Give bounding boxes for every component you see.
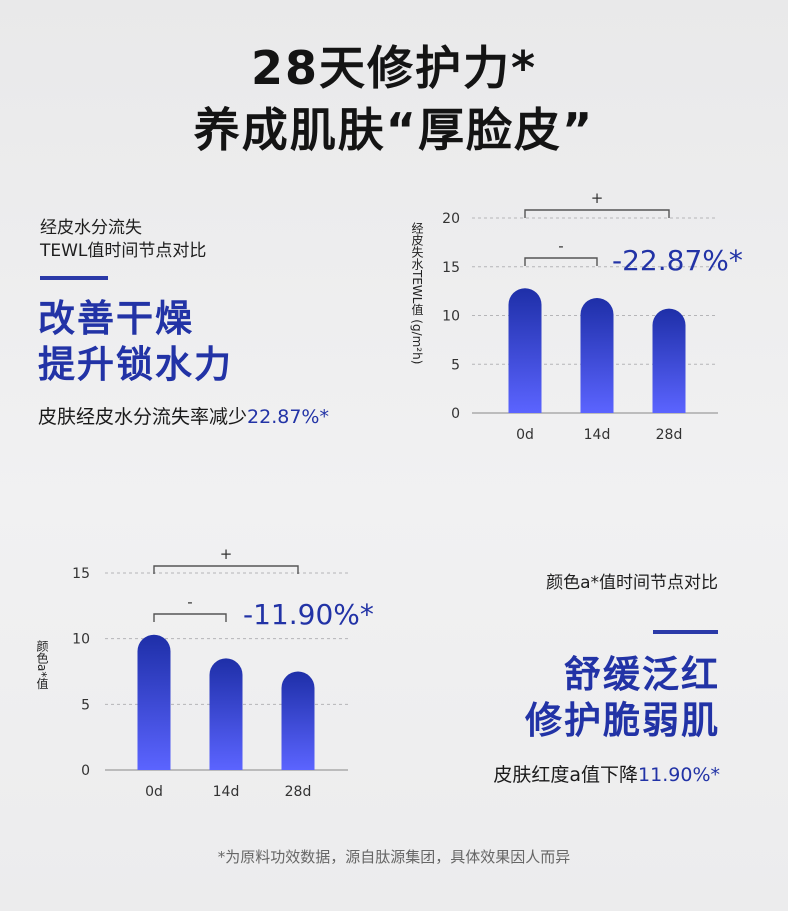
footnote: *为原料功效数据，源自肽源集团，具体效果因人而异 [217, 848, 571, 866]
redness-bar-14d [209, 658, 243, 770]
tewl-claim-2: 提升锁水力 [38, 343, 233, 386]
redness-significance-bracket-1 [153, 613, 227, 622]
tewl-significance-label-1: - [558, 237, 563, 255]
tewl-accent-bar [40, 276, 108, 280]
redness-description-text: 皮肤红度a值下降 [493, 764, 639, 786]
tewl-significance-bracket-0 [524, 209, 670, 218]
redness-ytick-15: 15 [72, 566, 90, 582]
tewl-ytick-10: 10 [442, 309, 460, 325]
tewl-bar-0d [508, 288, 542, 413]
redness-ytick-5: 5 [81, 697, 90, 713]
tewl-description: 皮肤经皮水分流失率减少22.87%* [38, 402, 329, 429]
redness-reduction-pct: -11.90%* [243, 598, 374, 631]
tewl-xtick-14d: 14d [584, 427, 611, 443]
redness-xtick-14d: 14d [213, 784, 240, 800]
redness-description-pct: 11.90%* [638, 764, 720, 786]
redness-claim-1: 舒缓泛红 [564, 653, 720, 696]
tewl-reduction-pct: -22.87%* [612, 244, 743, 277]
headline-line-1: 28天修护力* [250, 41, 538, 95]
redness-ytick-0: 0 [81, 763, 90, 779]
tewl-ytick-0: 0 [451, 406, 460, 422]
tewl-y-axis-label: 经皮失水TEWL值 (g/m²h) [410, 222, 424, 365]
redness-significance-label-1: - [187, 593, 192, 611]
redness-xtick-28d: 28d [285, 784, 312, 800]
tewl-ytick-5: 5 [451, 357, 460, 373]
redness-bar-chart: 0 5 10 15 0d 14d 28d + - [72, 545, 348, 800]
redness-significance-bracket-0 [153, 565, 299, 574]
tewl-small-title-1: 经皮水分流失 [40, 218, 142, 238]
tewl-significance-bracket-1 [524, 257, 598, 266]
redness-significance-label-0: + [220, 545, 233, 563]
tewl-xtick-0d: 0d [516, 427, 534, 443]
tewl-description-text: 皮肤经皮水分流失率减少 [38, 406, 248, 428]
redness-y-axis-label: 颜色a*值 [35, 640, 49, 690]
redness-claim-2: 修护脆弱肌 [525, 699, 720, 742]
tewl-ytick-15: 15 [442, 260, 460, 276]
redness-xtick-0d: 0d [145, 784, 163, 800]
redness-ytick-10: 10 [72, 632, 90, 648]
headline-line-2: 养成肌肤“厚脸皮” [193, 103, 595, 157]
tewl-bar-14d [580, 297, 614, 413]
redness-small-title: 颜色a*值时间节点对比 [546, 573, 718, 593]
tewl-small-title-2: TEWL值时间节点对比 [40, 241, 207, 261]
tewl-xtick-28d: 28d [656, 427, 683, 443]
redness-accent-bar [653, 630, 718, 634]
redness-bar-0d [137, 634, 171, 770]
tewl-bar-chart: 0 5 10 15 20 0d 14d 28d + - [442, 189, 718, 443]
tewl-ytick-20: 20 [442, 211, 460, 227]
redness-description: 皮肤红度a值下降11.90%* [493, 760, 720, 787]
redness-bar-28d [281, 671, 315, 770]
tewl-bar-28d [652, 308, 686, 413]
tewl-description-pct: 22.87%* [247, 406, 329, 428]
tewl-significance-label-0: + [591, 189, 604, 207]
tewl-claim-1: 改善干燥 [38, 297, 194, 340]
